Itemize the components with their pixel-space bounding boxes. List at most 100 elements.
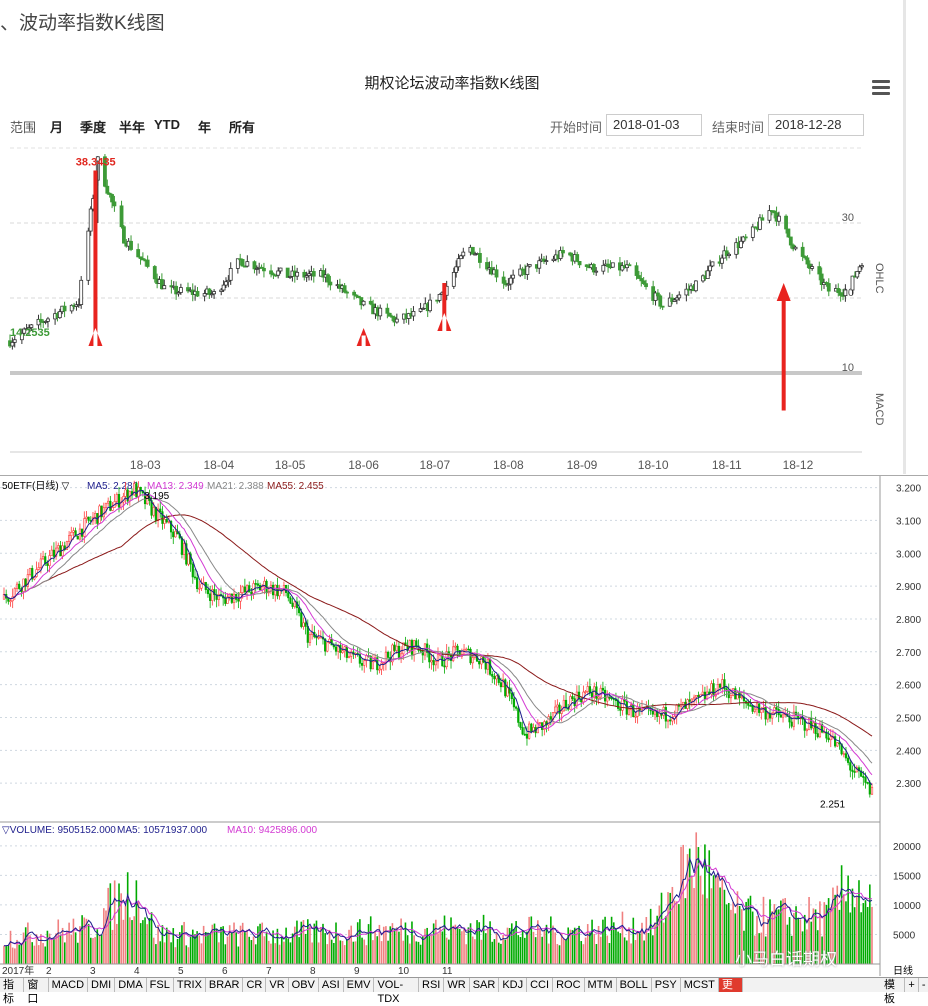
volume-bar: [695, 832, 698, 964]
volume-bar: [374, 931, 376, 964]
volume-bar: [280, 937, 283, 964]
toolbar-item-11[interactable]: ASI: [319, 978, 344, 992]
candle: [584, 264, 589, 267]
volume-bar: [376, 936, 379, 964]
candle: [708, 265, 713, 272]
toolbar-item-8[interactable]: CR: [243, 978, 267, 992]
toolbar-item-18[interactable]: CCI: [527, 978, 554, 992]
volume-bar: [821, 936, 823, 964]
toolbar-item-1[interactable]: 窗口: [24, 978, 49, 1005]
toolbar-right-item-1[interactable]: +: [905, 978, 919, 992]
toolbar-item-22[interactable]: PSY: [652, 978, 681, 992]
toolbar-item-10[interactable]: OBV: [289, 978, 319, 992]
candle: [666, 719, 670, 722]
candle: [860, 265, 864, 268]
volume-bar: [636, 931, 639, 964]
x-tick-label: 18-04: [203, 458, 234, 472]
month-label: 5: [178, 966, 184, 977]
candle: [334, 646, 338, 652]
volume-bar: [259, 923, 261, 964]
toolbar-item-12[interactable]: EMV: [344, 978, 375, 992]
toolbar-item-3[interactable]: DMI: [88, 978, 116, 992]
candle: [734, 242, 739, 255]
toolbar-item-5[interactable]: FSL: [147, 978, 174, 992]
toolbar-item-7[interactable]: BRAR: [206, 978, 244, 992]
candle: [382, 662, 385, 665]
range-button-all[interactable]: 所有: [229, 120, 256, 135]
candle: [564, 699, 568, 709]
volume-bar: [233, 922, 235, 964]
volume-bar: [697, 847, 700, 964]
candle: [692, 696, 696, 700]
volume-bar: [83, 917, 86, 964]
candle: [421, 650, 424, 656]
candle: [43, 320, 48, 323]
toolbar-item-17[interactable]: KDJ: [499, 978, 528, 992]
volume-bar: [688, 848, 691, 964]
volume-bar: [734, 913, 737, 964]
toolbar-right-item-0[interactable]: 模板: [881, 978, 906, 1005]
toolbar-item-24[interactable]: 更多: [718, 978, 744, 1005]
range-button-ytd[interactable]: YTD: [154, 117, 180, 132]
volume-bar: [604, 916, 606, 964]
candle: [857, 266, 862, 272]
range-button-month[interactable]: 月: [50, 120, 64, 135]
toolbar-item-2[interactable]: MACD: [49, 978, 89, 992]
candle: [621, 698, 624, 711]
volume-bar: [100, 934, 103, 964]
volume-bar: [814, 909, 817, 964]
volume-bar: [339, 940, 342, 964]
volume-bar: [586, 924, 589, 964]
toolbar-item-23[interactable]: MCST: [681, 978, 719, 992]
toolbar-right-item-2[interactable]: -: [919, 978, 928, 992]
candle: [18, 583, 21, 589]
toolbar-item-0[interactable]: 指标: [0, 978, 25, 1005]
volume-bar: [105, 910, 107, 964]
hamburger-menu-icon[interactable]: [872, 80, 890, 95]
price-tick-label: 2.500: [896, 713, 921, 724]
toolbar-item-16[interactable]: SAR: [470, 978, 500, 992]
volume-bar: [680, 846, 682, 964]
volume-bar: [721, 876, 724, 964]
volume-bar: [341, 940, 344, 964]
candle: [768, 713, 772, 719]
candle: [195, 290, 200, 297]
volume-bar: [424, 928, 426, 964]
candle: [380, 662, 383, 670]
candle: [720, 257, 724, 264]
candle: [644, 283, 648, 288]
toolbar-item-6[interactable]: TRIX: [174, 978, 206, 992]
toolbar-item-15[interactable]: WR: [444, 978, 470, 992]
toolbar-item-4[interactable]: DMA: [115, 978, 147, 992]
volume-bar: [780, 900, 782, 964]
volume-bar: [361, 937, 363, 964]
range-button-halfyear[interactable]: 半年: [119, 120, 146, 135]
toolbar-item-9[interactable]: VR: [266, 978, 289, 992]
candle: [196, 577, 199, 590]
range-button-year[interactable]: 年: [198, 120, 212, 135]
volume-bar: [871, 906, 873, 964]
toolbar-item-21[interactable]: BOLL: [617, 978, 652, 992]
end-date-input[interactable]: 2018-12-28: [768, 114, 864, 136]
volume-bar: [589, 932, 591, 964]
toolbar-item-19[interactable]: ROC: [553, 978, 585, 992]
volume-bar: [777, 909, 780, 964]
volume-bar: [176, 939, 179, 964]
candle: [688, 699, 691, 702]
toolbar-item-13[interactable]: VOL-TDX: [374, 978, 420, 1005]
volume-bar: [37, 945, 40, 964]
candle: [304, 275, 309, 278]
volume-bar: [296, 920, 298, 964]
volume-bar: [435, 919, 437, 964]
candle: [358, 654, 361, 664]
toolbar-item-14[interactable]: RSI: [419, 978, 445, 992]
volume-bar: [50, 939, 53, 964]
volume-bar: [463, 929, 465, 964]
ma5-line: [3, 489, 873, 786]
start-date-input[interactable]: 2018-01-03: [606, 114, 702, 136]
candle: [254, 583, 257, 585]
candle: [306, 626, 309, 643]
range-button-quarter[interactable]: 季度: [80, 120, 107, 135]
toolbar-item-20[interactable]: MTM: [585, 978, 617, 992]
candle: [660, 305, 665, 308]
